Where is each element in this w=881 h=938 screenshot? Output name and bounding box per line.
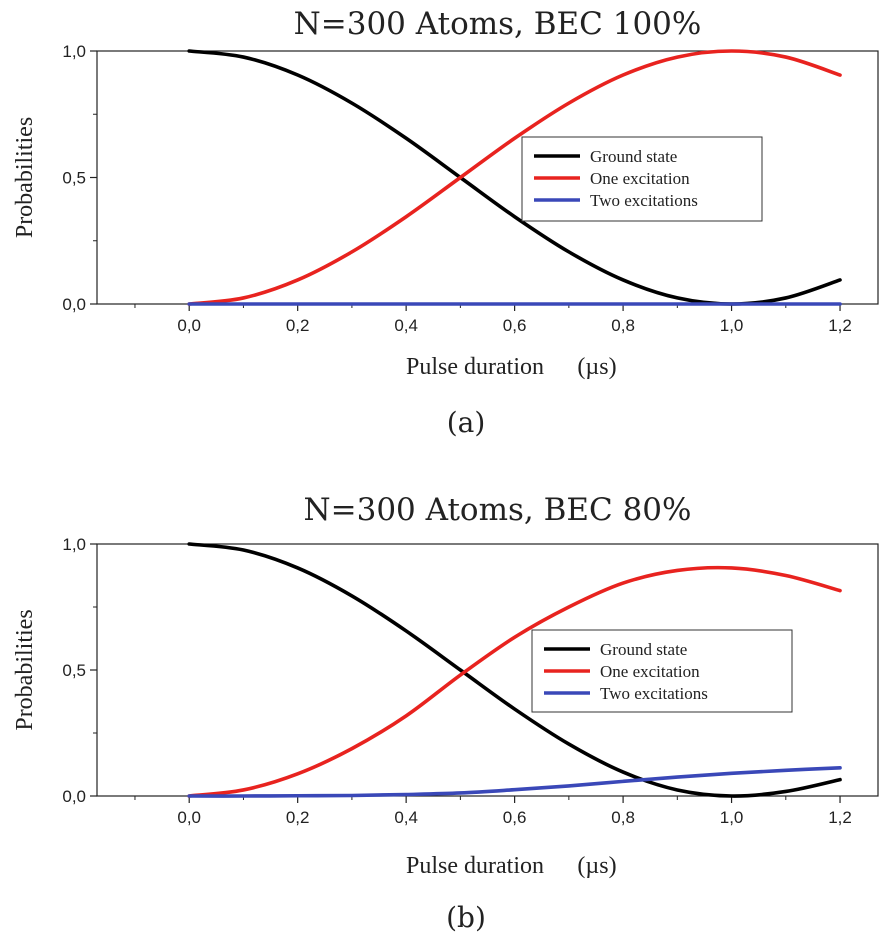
y-tick-label: 0,5 bbox=[62, 661, 86, 680]
legend-label: Two excitations bbox=[600, 684, 708, 703]
y-tick-label: 1,0 bbox=[62, 42, 86, 61]
figure-caption: (a) bbox=[447, 406, 486, 439]
legend-label: One excitation bbox=[590, 169, 690, 188]
chart-panel-a: N=300 Atoms, BEC 100% 0,0 0,2 0,4 0,6 0,8 1,0 1… bbox=[0, 0, 881, 460]
x-tick-label: 0,6 bbox=[503, 808, 527, 827]
y-tick-label: 1,0 bbox=[62, 535, 86, 554]
x-axis-label: Pulse duration bbox=[406, 354, 544, 380]
y-tick-label: 0,5 bbox=[62, 169, 86, 188]
x-axis-unit: (µs) bbox=[577, 354, 616, 380]
x-tick-label: 0,0 bbox=[177, 808, 201, 827]
y-tick-label: 0,0 bbox=[62, 787, 86, 806]
x-axis-label: Pulse duration bbox=[406, 853, 544, 879]
x-tick-label: 1,0 bbox=[720, 808, 744, 827]
x-tick-label: 1,2 bbox=[828, 316, 852, 335]
x-tick-label: 0,2 bbox=[286, 316, 310, 335]
ground-state-series-line bbox=[187, 542, 842, 798]
x-tick-label: 1,0 bbox=[720, 316, 744, 335]
x-tick-label: 0,6 bbox=[503, 316, 527, 335]
two-excitations-series-line bbox=[187, 765, 842, 798]
x-tick-label: 0,0 bbox=[177, 316, 201, 335]
legend: Ground state One excitation Two excitation… bbox=[531, 629, 793, 713]
x-tick-label: 0,4 bbox=[394, 316, 418, 335]
legend-label: Ground state bbox=[590, 147, 677, 166]
figure-caption: (b) bbox=[446, 901, 486, 934]
chart-title: N=300 Atoms, BEC 100% bbox=[294, 6, 702, 42]
one-excitation-series-line bbox=[187, 565, 842, 798]
x-tick-label: 1,2 bbox=[828, 808, 852, 827]
one-excitation-series-line bbox=[187, 49, 842, 306]
legend-label: One excitation bbox=[600, 662, 700, 681]
x-tick-label: 0,8 bbox=[611, 808, 635, 827]
x-tick-label: 0,4 bbox=[394, 808, 418, 827]
legend-label: Two excitations bbox=[590, 191, 698, 210]
legend-label: Ground state bbox=[600, 640, 687, 659]
y-axis-label: Probabilities bbox=[12, 117, 38, 238]
chart-panel-b: N=300 Atoms, BEC 80% 0,0 0,2 0,4 0,6 0,8 1,0 1,… bbox=[0, 480, 881, 938]
chart-a-svg: N=300 Atoms, BEC 100% 0,0 0,2 0,4 0,6 0,8 1,0 1… bbox=[12, 6, 879, 439]
legend: Ground state One excitation Two excitation… bbox=[521, 136, 763, 222]
x-axis-unit: (µs) bbox=[577, 853, 616, 879]
chart-title: N=300 Atoms, BEC 80% bbox=[304, 492, 692, 528]
chart-b-svg: N=300 Atoms, BEC 80% 0,0 0,2 0,4 0,6 0,8 1,0 1,… bbox=[12, 492, 879, 934]
x-tick-label: 0,8 bbox=[611, 316, 635, 335]
y-axis-label: Probabilities bbox=[12, 609, 38, 730]
x-tick-label: 0,2 bbox=[286, 808, 310, 827]
y-tick-label: 0,0 bbox=[62, 295, 86, 314]
